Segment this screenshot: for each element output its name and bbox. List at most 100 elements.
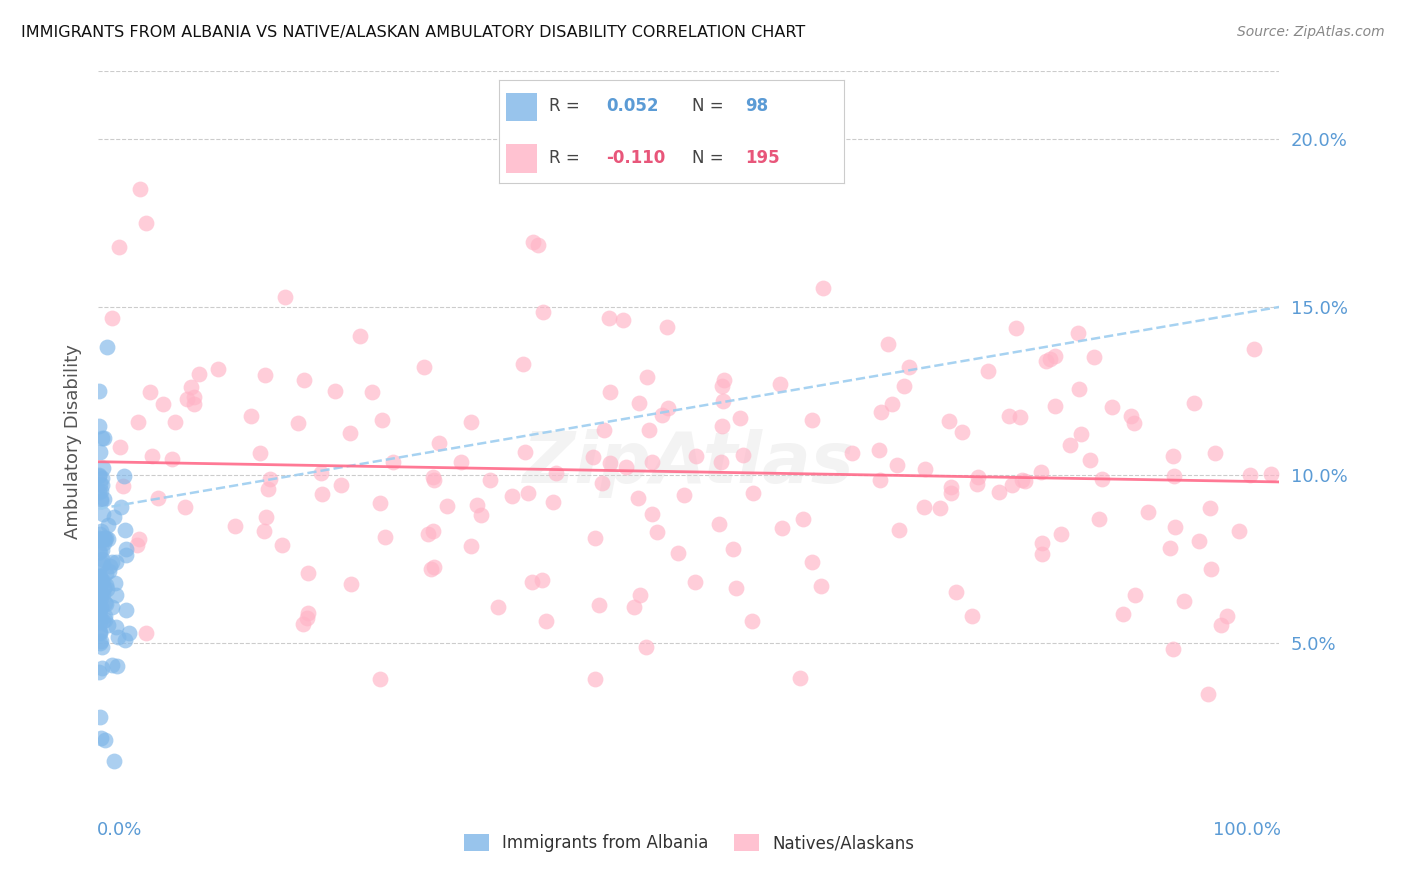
Text: IMMIGRANTS FROM ALBANIA VS NATIVE/ALASKAN AMBULATORY DISABILITY CORRELATION CHAR: IMMIGRANTS FROM ALBANIA VS NATIVE/ALASKA… — [21, 25, 806, 40]
Point — [89, 605, 111, 619]
Point — [713, 373, 735, 387]
Point — [93, 491, 115, 506]
Point — [416, 526, 439, 541]
Point — [90, 493, 112, 508]
Point — [976, 364, 998, 378]
Point — [1067, 326, 1090, 341]
Point — [1182, 396, 1205, 410]
Point — [1239, 468, 1261, 483]
Point — [311, 487, 333, 501]
Point — [103, 509, 125, 524]
Point — [91, 574, 114, 588]
Point — [889, 524, 911, 538]
Point — [90, 574, 112, 588]
Point — [1005, 320, 1028, 334]
Point — [105, 659, 128, 673]
Point — [340, 576, 363, 591]
Point — [97, 617, 120, 632]
Point — [254, 510, 277, 524]
Point — [87, 600, 110, 615]
Point — [207, 362, 229, 376]
Point — [111, 479, 134, 493]
Point — [583, 531, 606, 545]
Point — [645, 524, 668, 539]
Point — [460, 539, 482, 553]
Point — [1059, 438, 1081, 452]
Point — [636, 370, 658, 384]
Point — [1087, 512, 1109, 526]
Point — [520, 575, 543, 590]
Point — [1067, 383, 1090, 397]
Point — [598, 311, 620, 326]
Point — [869, 473, 891, 487]
Text: 0.0%: 0.0% — [97, 821, 142, 838]
Point — [94, 566, 117, 580]
Point — [709, 517, 731, 532]
Point — [810, 578, 832, 592]
Point — [94, 613, 117, 627]
Point — [1083, 350, 1105, 364]
Point — [988, 484, 1011, 499]
Point — [513, 444, 536, 458]
Point — [146, 491, 169, 505]
Point — [1043, 350, 1066, 364]
Point — [1163, 468, 1185, 483]
Point — [127, 415, 149, 429]
Point — [87, 591, 110, 606]
Point — [1112, 607, 1135, 622]
Point — [422, 470, 444, 484]
Point — [90, 533, 112, 548]
Point — [1031, 465, 1053, 479]
Point — [582, 450, 605, 464]
Point — [1039, 352, 1062, 367]
Point — [789, 672, 811, 686]
Point — [89, 545, 111, 559]
Point — [97, 532, 120, 546]
Point — [673, 487, 696, 501]
Point — [1243, 343, 1265, 357]
Legend: Immigrants from Albania, Natives/Alaskans: Immigrants from Albania, Natives/Alaskan… — [457, 828, 921, 859]
Point — [941, 480, 963, 494]
Point — [413, 360, 436, 375]
Point — [152, 396, 174, 410]
Point — [450, 455, 472, 469]
Point — [381, 455, 404, 469]
Point — [90, 483, 112, 498]
Point — [460, 415, 482, 429]
Point — [97, 517, 120, 532]
Point — [183, 397, 205, 411]
Text: N =: N = — [692, 97, 724, 115]
Point — [91, 614, 114, 628]
Point — [91, 552, 114, 566]
Point — [89, 384, 111, 398]
Point — [651, 408, 673, 422]
Text: 98: 98 — [745, 97, 769, 115]
Point — [89, 445, 111, 459]
Point — [711, 418, 734, 433]
Point — [544, 466, 567, 480]
Point — [1091, 472, 1114, 486]
Point — [87, 569, 110, 583]
Point — [1011, 473, 1033, 487]
Point — [371, 413, 394, 427]
Point — [998, 409, 1021, 423]
Text: ZipAtlas: ZipAtlas — [523, 429, 855, 499]
Point — [90, 640, 112, 655]
Bar — [506, 93, 537, 121]
Point — [91, 478, 114, 492]
Point — [792, 512, 814, 526]
Point — [173, 500, 195, 514]
Point — [91, 557, 114, 571]
Point — [104, 576, 127, 591]
Point — [93, 431, 115, 445]
Point — [938, 414, 960, 428]
Point — [89, 545, 111, 559]
Point — [90, 634, 112, 648]
Point — [87, 665, 110, 680]
Point — [770, 521, 793, 535]
Point — [1188, 534, 1211, 549]
Point — [368, 672, 391, 686]
Point — [1161, 642, 1184, 657]
Point — [583, 672, 606, 686]
Point — [591, 476, 613, 491]
